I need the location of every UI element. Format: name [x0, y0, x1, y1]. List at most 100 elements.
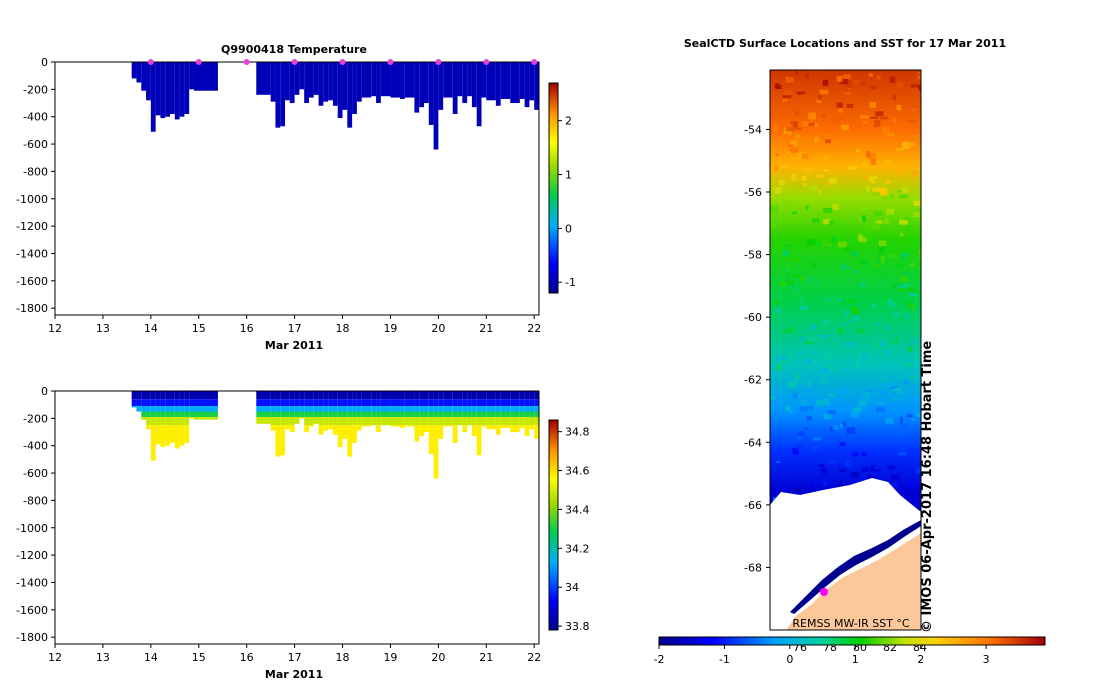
salinity-profile-segment: [428, 391, 434, 400]
salinity-profile-segment: [433, 399, 439, 407]
sst-texture-cell: [903, 272, 911, 277]
sst-texture-cell: [804, 73, 810, 80]
temperature-profile-bar: [165, 62, 171, 117]
salinity-profile-segment: [189, 391, 194, 400]
salinity-profile-segment: [289, 399, 295, 407]
sst-texture-cell: [909, 263, 916, 266]
sst-texture-cell: [870, 116, 879, 119]
sst-texture-cell: [907, 300, 912, 306]
salinity-profile-segment: [433, 406, 439, 412]
temperature-profile-bar: [146, 62, 151, 101]
colorbar-tick-label: 34: [565, 581, 579, 594]
salinity-profile-segment: [318, 406, 324, 412]
temperature-x-label: Mar 2011: [265, 339, 323, 352]
sst-texture-cell: [912, 134, 917, 137]
sst-texture-cell: [916, 468, 921, 474]
y-tick-label: 0: [41, 56, 48, 69]
sst-texture-cell: [908, 304, 915, 311]
salinity-profile-segment: [146, 406, 151, 412]
y-tick-label: -1200: [16, 220, 48, 233]
salinity-profile-segment: [476, 399, 482, 407]
salinity-profile-segment: [347, 406, 353, 412]
sst-texture-cell: [877, 257, 881, 264]
salinity-profile-segment: [390, 391, 401, 400]
profile-marker: [435, 59, 442, 65]
temperature-profile-bar: [438, 62, 444, 110]
sst-texture-cell: [811, 483, 816, 488]
sst-texture-cell: [911, 398, 918, 402]
salinity-profile-segment: [414, 425, 420, 442]
sst-texture-cell: [823, 413, 832, 420]
salinity-profile-segment: [294, 391, 300, 400]
salinity-profile-segment: [452, 425, 458, 443]
sst-texture-cell: [788, 326, 795, 332]
salinity-profile-segment: [347, 399, 353, 407]
salinity-profile-segment: [294, 406, 300, 412]
sst-texture-cell: [843, 246, 853, 252]
sst-texture-cell: [877, 340, 886, 347]
salinity-profile-segment: [428, 406, 434, 412]
temperature-profile-bar: [486, 62, 496, 101]
sst-texture-cell: [792, 283, 797, 290]
sst-texture-cell: [821, 369, 830, 372]
salinity-profile-segment: [452, 391, 458, 400]
sst-texture-cell: [825, 139, 831, 144]
x-tick-label: 20: [431, 322, 445, 335]
sst-texture-cell: [783, 201, 791, 209]
sst-texture-cell: [882, 197, 889, 200]
sst-texture-cell: [816, 334, 824, 339]
sst-texture-cell: [780, 165, 787, 168]
salinity-profile-segment: [529, 425, 535, 430]
sst-texture-cell: [804, 427, 808, 430]
sst-colorbar-tick-label: 0: [786, 653, 793, 666]
salinity-profile-segment: [347, 425, 353, 457]
salinity-profile-segment: [510, 411, 520, 417]
salinity-profile-segment: [285, 406, 290, 412]
salinity-profile-segment: [174, 406, 180, 412]
salinity-profile-segment: [289, 391, 295, 400]
sst-texture-cell: [836, 298, 843, 302]
salinity-profile-segment: [337, 411, 343, 417]
sst-texture-cell: [811, 262, 817, 268]
salinity-profile-segment: [146, 399, 151, 407]
salinity-profile-segment: [323, 411, 329, 417]
salinity-profile-segment: [141, 399, 147, 407]
sst-texture-cell: [911, 290, 919, 294]
sst-texture-cell: [919, 266, 921, 271]
x-tick-label: 16: [240, 322, 254, 335]
temperature-profile-bar: [510, 62, 520, 104]
sst-texture-cell: [918, 183, 921, 188]
salinity-profile-segment: [313, 406, 319, 412]
sst-texture-cell: [846, 427, 856, 435]
sst-texture-cell: [846, 481, 851, 486]
sst-texture-cell: [919, 390, 921, 394]
sst-texture-cell: [784, 404, 791, 412]
sst-texture-cell: [838, 327, 843, 335]
sst-texture-cell: [900, 255, 904, 259]
sst-texture-cell: [891, 482, 898, 488]
sst-texture-cell: [796, 289, 800, 293]
temperature-profiles: [131, 62, 539, 150]
sst-texture-cell: [813, 437, 821, 441]
sst-texture-cell: [912, 415, 917, 419]
sst-texture-cell: [913, 200, 921, 207]
colorbar-tick-label: 34.4: [565, 503, 590, 516]
salinity-profile-segment: [438, 399, 444, 407]
salinity-profile-segment: [160, 411, 166, 417]
sst-texture-cell: [902, 254, 907, 262]
sst-texture-cell: [896, 82, 903, 89]
salinity-profile-segment: [534, 406, 539, 412]
sst-texture-cell: [884, 218, 890, 225]
sst-texture-cell: [897, 190, 903, 193]
salinity-profile-segment: [524, 425, 530, 437]
sst-texture-cell: [901, 424, 910, 429]
sst-texture-cell: [812, 444, 817, 452]
salinity-profile-segment: [371, 416, 377, 426]
salinity-profile-segment: [524, 416, 530, 426]
sst-texture-cell: [887, 299, 892, 305]
salinity-profile-segment: [170, 416, 175, 426]
temperature-profile-bar: [529, 62, 535, 101]
salinity-profile-segment: [471, 411, 477, 417]
salinity-profile-segment: [304, 406, 309, 412]
sst-texture-cell: [775, 308, 782, 314]
